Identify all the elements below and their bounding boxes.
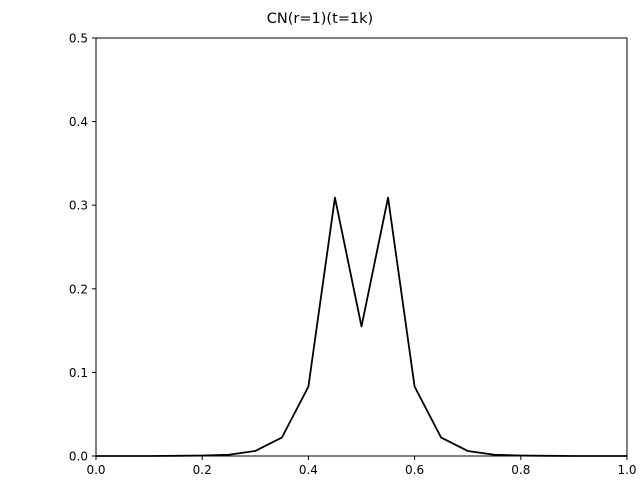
x-tick-label: 1.0 [617,463,636,477]
plot-area: 0.0 0.2 0.4 0.6 0.8 1.0 0.0 0.1 0.2 0.3 0.4 0.5 [69,32,637,478]
y-tick-label: 0.3 [69,199,88,213]
y-tick-label: 0.4 [69,115,88,129]
y-tick-label: 0.1 [69,366,88,380]
x-tick-label: 0.0 [86,463,105,477]
plot-frame [95,37,628,457]
x-tick-label: 0.8 [511,463,530,477]
y-tick-label: 0.2 [69,282,88,296]
chart-title: CN(r=1)(t=1k) [267,11,373,27]
x-tick-label: 0.6 [405,463,424,477]
x-tick-label: 0.4 [299,463,318,477]
x-tick-label: 0.2 [193,463,212,477]
y-tick-label: 0.5 [69,32,88,46]
y-tick-label: 0.0 [69,450,88,464]
